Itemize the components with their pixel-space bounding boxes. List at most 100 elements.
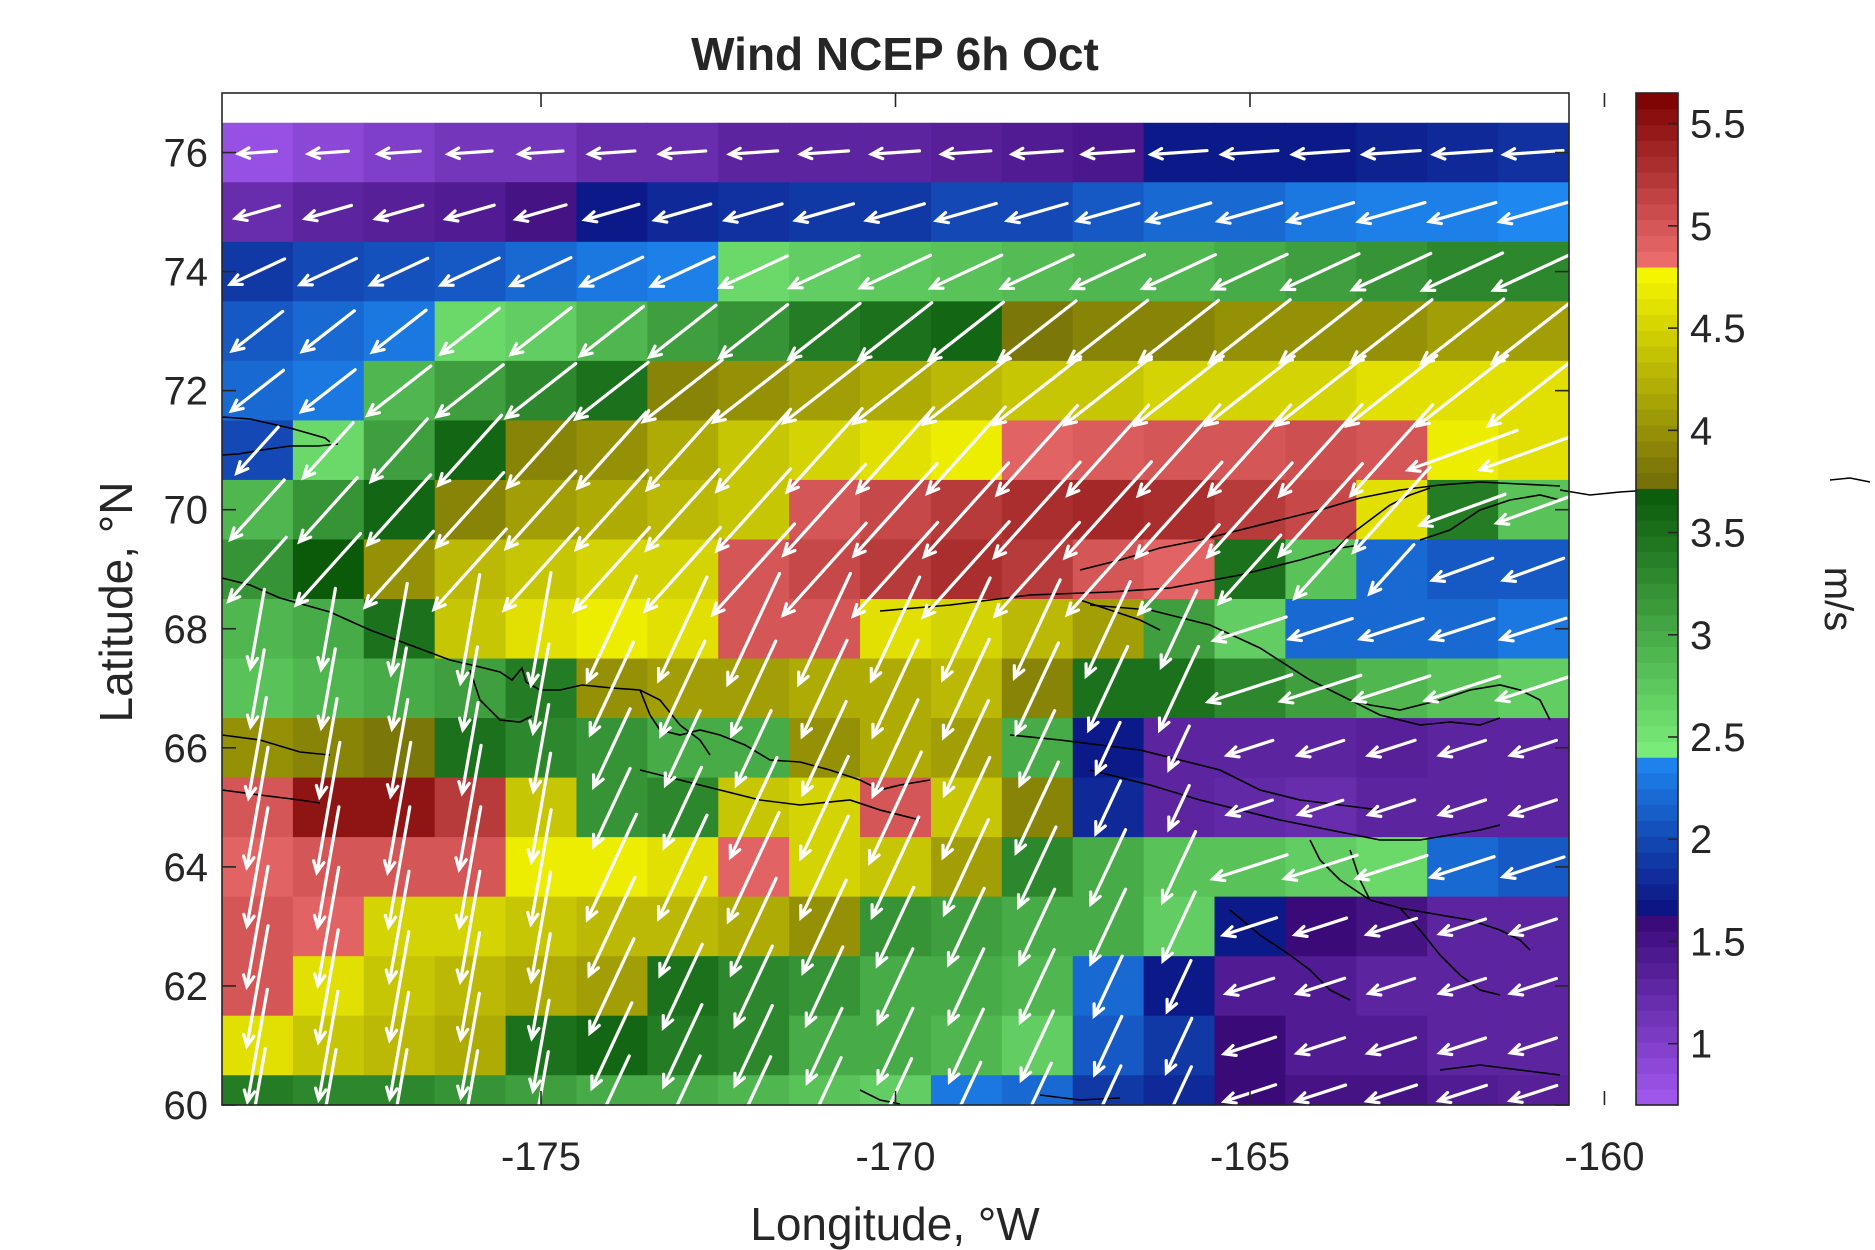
wind-arrow bbox=[1003, 201, 1069, 225]
wind-arrow bbox=[312, 805, 341, 931]
y-tick-label: 62 bbox=[164, 965, 209, 1009]
colorbar-segment bbox=[1636, 282, 1678, 300]
wind-arrow bbox=[1092, 1014, 1124, 1078]
wind-arrow bbox=[1014, 760, 1061, 856]
wind-arrow bbox=[585, 574, 639, 685]
colorbar-segment bbox=[1636, 456, 1678, 474]
wind-arrow bbox=[374, 146, 422, 161]
wind-arrow bbox=[716, 254, 789, 289]
wind-arrow bbox=[1293, 976, 1347, 997]
wind-arrow bbox=[1490, 251, 1576, 292]
wind-arrow bbox=[786, 253, 861, 290]
wind-arrow bbox=[316, 586, 338, 673]
wind-arrow bbox=[734, 709, 773, 789]
wind-arrow bbox=[454, 805, 483, 931]
x-axis: -175 -170 -165 -160 bbox=[501, 93, 1644, 1179]
wind-arrow bbox=[244, 1047, 267, 1142]
wind-arrow bbox=[947, 947, 986, 1027]
wind-arrow bbox=[444, 146, 494, 161]
colorbar-segment bbox=[1636, 156, 1678, 173]
wind-arrow bbox=[365, 473, 433, 548]
colorbar-tick-label: 3.5 bbox=[1690, 512, 1746, 556]
wind-arrow bbox=[792, 202, 856, 224]
wind-arrow bbox=[1012, 578, 1062, 682]
wind-arrow bbox=[241, 864, 270, 991]
wind-arrow bbox=[875, 885, 916, 969]
wind-arrow bbox=[1277, 402, 1364, 499]
wind-arrow bbox=[714, 467, 793, 554]
wind-arrow bbox=[457, 700, 480, 797]
wind-arrow bbox=[367, 256, 430, 287]
colorbar-segment bbox=[1636, 820, 1678, 837]
wind-arrow bbox=[588, 937, 636, 1037]
colorbar-segment bbox=[1636, 962, 1678, 980]
colorbar-segment bbox=[1636, 883, 1678, 901]
wind-arrow bbox=[571, 526, 651, 614]
x-tick-label: -165 bbox=[1210, 1135, 1290, 1179]
colorbar-segment bbox=[1636, 346, 1678, 363]
wind-arrow bbox=[1364, 738, 1417, 759]
wind-arrow bbox=[372, 203, 425, 223]
colorbar-segment bbox=[1636, 662, 1678, 679]
wind-arrow bbox=[1062, 460, 1153, 561]
y-tick-label: 64 bbox=[164, 846, 209, 890]
wind-arrow bbox=[1507, 798, 1558, 818]
wind-arrow bbox=[438, 306, 501, 357]
wind-arrow bbox=[1349, 251, 1433, 292]
wind-arrow bbox=[526, 932, 552, 1042]
wind-arrow bbox=[659, 639, 707, 739]
wind-arrow bbox=[1430, 146, 1494, 161]
wind-arrow bbox=[663, 1054, 702, 1134]
wind-arrow bbox=[384, 930, 411, 1044]
wind-arrow bbox=[585, 146, 637, 161]
colorbar-segment bbox=[1636, 203, 1678, 221]
wind-arrow bbox=[454, 743, 483, 874]
wind-arrow bbox=[1068, 253, 1147, 291]
colorbar-segment bbox=[1636, 93, 1678, 110]
wind-arrow bbox=[1094, 779, 1123, 837]
wind-arrow bbox=[1279, 252, 1361, 292]
wind-arrow bbox=[1157, 645, 1201, 734]
colorbar-segment bbox=[1636, 519, 1678, 537]
wind-arrow bbox=[1284, 201, 1356, 226]
wind-arrow bbox=[528, 998, 551, 1095]
wind-arrow bbox=[850, 520, 940, 619]
wind-arrow bbox=[780, 521, 868, 619]
wind-arrow bbox=[1419, 251, 1505, 292]
wind-arrow bbox=[1289, 146, 1351, 161]
colorbar-segment bbox=[1636, 741, 1678, 758]
wind-arrow bbox=[1159, 589, 1199, 671]
wind-arrow bbox=[1216, 533, 1283, 607]
colorbar bbox=[1636, 93, 1678, 1106]
wind-arrow bbox=[382, 740, 413, 876]
colorbar-segment bbox=[1636, 836, 1678, 853]
wind-arrow bbox=[501, 526, 580, 613]
wind-arrow bbox=[1086, 645, 1130, 734]
colorbar-segment bbox=[1636, 788, 1678, 806]
wind-arrow bbox=[796, 146, 851, 161]
wind-arrow bbox=[312, 740, 342, 876]
wind-arrow bbox=[1206, 403, 1293, 499]
wind-arrow bbox=[437, 256, 501, 287]
colorbar-segment bbox=[1636, 219, 1678, 236]
colorbar-segment bbox=[1636, 899, 1678, 916]
wind-arrow bbox=[998, 253, 1075, 291]
wind-arrow bbox=[1064, 522, 1151, 618]
wind-arrow bbox=[587, 875, 637, 979]
wind-arrow bbox=[228, 478, 286, 543]
chart-title: Wind NCEP 6h Oct bbox=[691, 28, 1099, 80]
wind-arrow bbox=[1008, 146, 1064, 161]
wind-arrow bbox=[1496, 200, 1569, 226]
colorbar-label: m/s bbox=[1816, 567, 1860, 631]
colorbar-segment bbox=[1636, 994, 1678, 1011]
wind-arrow bbox=[726, 571, 782, 688]
wind-arrow bbox=[1160, 829, 1198, 906]
colorbar-segment bbox=[1636, 567, 1678, 584]
wind-arrow bbox=[876, 947, 915, 1027]
colorbar-segment bbox=[1636, 978, 1678, 995]
colorbar-segment bbox=[1636, 140, 1678, 157]
wind-arrow bbox=[857, 253, 932, 290]
wind-arrow bbox=[781, 462, 868, 558]
wind-arrow bbox=[301, 421, 355, 481]
wind-arrow bbox=[927, 253, 1004, 290]
